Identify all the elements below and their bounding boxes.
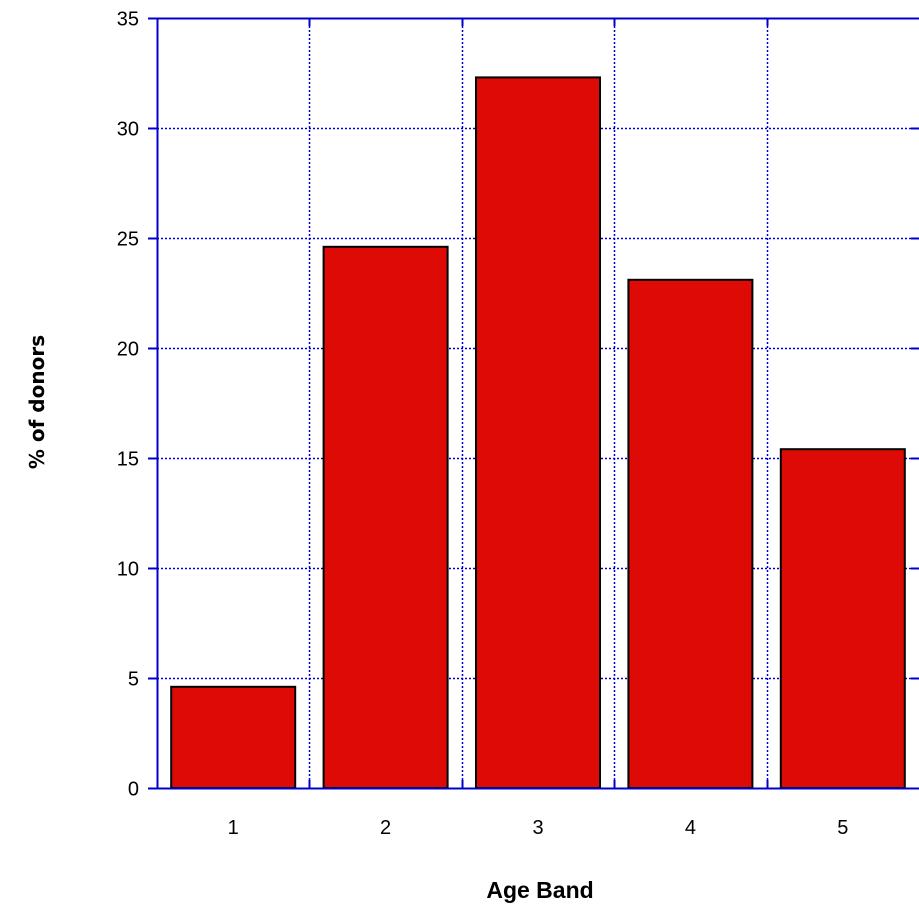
bar-1 bbox=[170, 685, 297, 789]
y-tick-label: 0 bbox=[128, 779, 139, 801]
bar-5 bbox=[779, 448, 906, 789]
bar-2 bbox=[322, 245, 449, 790]
y-tick-label: 25 bbox=[117, 229, 139, 251]
y-tick-label: 5 bbox=[128, 669, 139, 691]
x-axis-title: Age Band bbox=[486, 877, 593, 903]
y-tick-label: 10 bbox=[117, 559, 139, 581]
x-tick-label: 4 bbox=[685, 817, 696, 839]
y-tick-labels: 0 5 10 15 20 25 30 35 bbox=[117, 9, 139, 801]
y-tick-label: 35 bbox=[117, 9, 139, 31]
bar-4 bbox=[627, 278, 754, 789]
bars bbox=[170, 76, 906, 790]
y-axis-title: % of donors bbox=[25, 335, 49, 469]
x-tick-label: 5 bbox=[837, 817, 848, 839]
x-tick-label: 3 bbox=[532, 817, 543, 839]
axes bbox=[148, 17, 919, 790]
plot-frame bbox=[156, 17, 919, 790]
y-tick-label: 30 bbox=[117, 119, 139, 141]
y-tick-label: 20 bbox=[117, 339, 139, 361]
bar-3 bbox=[475, 76, 601, 789]
x-tick-label: 2 bbox=[380, 817, 391, 839]
y-tick-label: 15 bbox=[117, 449, 139, 471]
x-tick-label: 1 bbox=[228, 817, 239, 839]
x-tick-labels: 1 2 3 4 5 bbox=[228, 817, 849, 839]
